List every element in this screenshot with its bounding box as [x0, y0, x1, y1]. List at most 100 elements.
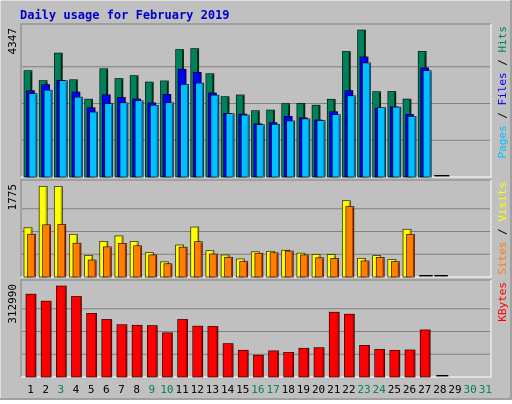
bar-pages-day-13 — [210, 94, 220, 178]
bar-sites-day-24 — [375, 257, 385, 278]
legend-entry-pages: Pages — [496, 125, 509, 158]
bar-pages-day-24 — [377, 107, 387, 178]
bar-kbytes-day-19 — [298, 347, 310, 378]
bar-sites-day-7 — [118, 243, 127, 278]
day-label-19: 19 — [297, 383, 310, 396]
day-label-26: 26 — [403, 383, 416, 396]
bar-sites-day-17 — [269, 252, 279, 278]
bar-sites-day-10 — [163, 263, 173, 278]
bar-sites-day-11 — [178, 246, 188, 278]
bar-pages-day-28 — [439, 175, 450, 177]
day-label-8: 8 — [133, 383, 140, 396]
panel-hits-files-pages-bevel-dark — [20, 23, 491, 177]
legend-entry-kbytes: KBytes — [496, 282, 509, 322]
panel-visits-sites-legend: Sites / Visits — [496, 182, 509, 275]
bar-kbytes-day-18 — [283, 351, 295, 378]
bar-pages-day-25 — [392, 106, 402, 178]
bar-pages-day-26 — [407, 116, 417, 178]
day-label-20: 20 — [312, 383, 325, 396]
day-label-30: 30 — [464, 383, 477, 396]
legend-entry-sites: Sites — [496, 242, 509, 275]
day-label-22: 22 — [342, 383, 355, 396]
panel-visits-sites-ymax-label: 1775 — [6, 184, 19, 211]
bar-sites-day-4 — [72, 242, 82, 278]
bar-pages-day-14 — [225, 113, 235, 178]
bar-sites-day-19 — [300, 254, 309, 278]
bar-pages-day-23 — [362, 62, 371, 178]
bar-sites-day-15 — [239, 261, 249, 278]
bar-pages-day-5 — [89, 111, 98, 178]
day-label-4: 4 — [73, 383, 80, 396]
bar-sites-day-9 — [148, 254, 158, 278]
bar-kbytes-day-22 — [344, 313, 355, 378]
bar-sites-day-3 — [57, 224, 67, 278]
bar-pages-day-1 — [28, 93, 38, 178]
bar-kbytes-day-11 — [177, 319, 188, 378]
bar-kbytes-day-27 — [419, 329, 431, 378]
bar-kbytes-day-5 — [86, 313, 97, 378]
bar-pages-day-6 — [104, 103, 114, 178]
bar-sites-day-22 — [345, 206, 355, 278]
bar-pages-day-10 — [165, 102, 174, 178]
bar-pages-day-9 — [149, 104, 159, 178]
panel-kbytes-ymax-label: 312990 — [6, 284, 19, 324]
bar-pages-day-27 — [422, 70, 432, 178]
bar-kbytes-day-2 — [40, 300, 52, 378]
bar-pages-day-17 — [271, 124, 280, 178]
day-label-28: 28 — [433, 383, 446, 396]
bar-sites-day-8 — [133, 245, 142, 278]
bar-sites-day-18 — [284, 250, 294, 278]
bar-sites-day-12 — [193, 241, 203, 278]
bar-kbytes-day-23 — [359, 345, 370, 378]
day-label-23: 23 — [357, 383, 370, 396]
bar-sites-day-20 — [315, 257, 324, 278]
bar-pages-day-2 — [43, 89, 53, 178]
panel-hits-files-pages-ymax-label: 4347 — [6, 28, 19, 55]
bar-pages-day-16 — [256, 124, 265, 178]
day-label-5: 5 — [88, 383, 95, 396]
day-label-7: 7 — [118, 383, 125, 396]
bar-kbytes-day-25 — [389, 349, 401, 378]
bar-kbytes-day-26 — [404, 349, 416, 378]
bar-pages-day-19 — [301, 118, 311, 178]
day-label-18: 18 — [282, 383, 295, 396]
bar-pages-day-18 — [286, 120, 296, 178]
bar-kbytes-day-21 — [328, 311, 340, 378]
day-label-6: 6 — [103, 383, 110, 396]
bar-kbytes-day-1 — [25, 293, 37, 378]
bar-sites-day-16 — [254, 252, 264, 278]
bar-pages-day-11 — [180, 84, 189, 178]
day-label-10: 10 — [160, 383, 173, 396]
bar-kbytes-day-14 — [222, 343, 234, 378]
panel-visits-sites-bevel-dark — [20, 179, 491, 277]
legend-entry-hits: Hits — [496, 26, 509, 53]
bar-pages-day-15 — [240, 114, 250, 178]
day-label-9: 9 — [148, 383, 155, 396]
day-label-13: 13 — [206, 383, 219, 396]
legend-separator: / — [496, 106, 509, 126]
bar-kbytes-day-12 — [192, 325, 204, 378]
panel-hits-files-pages-legend: Pages / Files / Hits — [496, 26, 509, 159]
bar-kbytes-day-4 — [71, 296, 82, 378]
bar-kbytes-day-17 — [268, 350, 279, 378]
day-label-11: 11 — [175, 383, 188, 396]
bar-kbytes-day-6 — [101, 319, 113, 378]
day-label-3: 3 — [58, 383, 65, 396]
bar-sites-day-5 — [87, 259, 97, 278]
day-label-14: 14 — [221, 383, 235, 396]
bar-kbytes-day-9 — [146, 325, 158, 378]
day-label-16: 16 — [251, 383, 264, 396]
bar-sites-day-21 — [330, 258, 340, 278]
bar-kbytes-day-3 — [56, 285, 67, 378]
bar-pages-day-20 — [316, 120, 326, 178]
legend-entry-files: Files — [496, 72, 509, 105]
bar-sites-day-1 — [27, 233, 36, 278]
bar-sites-day-13 — [209, 253, 218, 278]
bar-kbytes-day-8 — [131, 324, 143, 378]
day-axis-labels: 1 2 3 4 5 6 7 8 9 10 11 12 13 14 15 16 17 18 19 20 21 22 23 24 2… — [27, 383, 492, 396]
day-label-29: 29 — [448, 383, 461, 396]
day-label-17: 17 — [266, 383, 279, 396]
day-label-31: 31 — [479, 383, 492, 396]
